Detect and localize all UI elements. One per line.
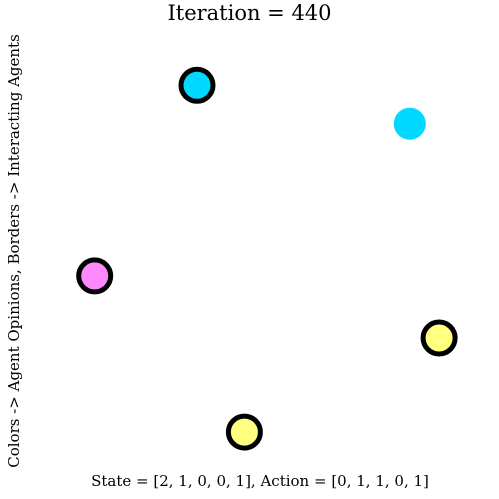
state-action-caption: State = [2, 1, 0, 0, 1], Action = [0, 1,…	[91, 472, 429, 490]
plot-title: Iteration = 440	[167, 1, 332, 25]
agent-node-0	[76, 257, 114, 295]
agent-node-2	[420, 319, 458, 357]
agent-node-4	[178, 66, 216, 104]
agent-node-3	[225, 413, 263, 451]
agent-node-1	[393, 107, 426, 140]
